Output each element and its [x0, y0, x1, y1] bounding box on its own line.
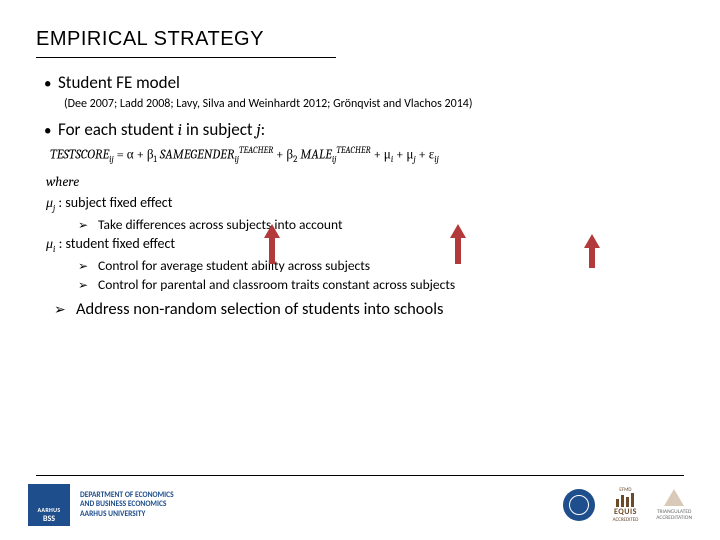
regression-equation: TESTSCOREij = α + β1 SAMEGENDERijTEACHER… [50, 146, 684, 165]
title-underline [36, 57, 336, 58]
chevron-icon: ➢ [78, 259, 98, 274]
emphasis-arrow-1 [262, 222, 282, 266]
chevron-icon: ➢ [78, 218, 98, 233]
footer-divider [36, 475, 684, 476]
accreditation-icon: TRIANGULATEDACCREDITATION [656, 489, 692, 521]
bullet-dot: • [36, 75, 58, 93]
bullet-student-fe: • Student FE model [36, 72, 684, 93]
department-name: DEPARTMENT OF ECONOMICS AND BUSINESS ECO… [80, 491, 174, 519]
emphasis-arrow-2 [448, 222, 468, 266]
chevron-icon: ➢ [78, 278, 98, 293]
bullet-dot: • [36, 122, 58, 140]
mu-j-definition: μj : subject fixed effect [46, 194, 684, 214]
bullet-foreach: • For each student i in subject j: [36, 119, 684, 140]
chevron-icon: ➢ [54, 301, 76, 318]
slide-title: EMPIRICAL STRATEGY [36, 28, 684, 51]
aacsb-badge-icon [563, 489, 595, 521]
slide-footer: AARHUS BSS DEPARTMENT OF ECONOMICS AND B… [28, 484, 692, 526]
bullet-text: For each student i in subject j: [58, 119, 265, 140]
footer-left: AARHUS BSS DEPARTMENT OF ECONOMICS AND B… [28, 484, 174, 526]
equis-logo: EFMD EQUIS ACCREDITED [613, 487, 639, 523]
emphasis-arrow-3 [582, 232, 602, 270]
mu-j-detail: ➢ Take differences across subjects into … [78, 216, 684, 233]
mu-i-detail-2: ➢ Control for parental and classroom tra… [78, 276, 684, 293]
bullet-text: Student FE model [58, 72, 180, 93]
where-label: where [46, 175, 684, 190]
footer-right: EFMD EQUIS ACCREDITED TRIANGULATEDACCRED… [563, 487, 692, 523]
citations: (Dee 2007; Ladd 2008; Lavy, Silva and We… [64, 97, 684, 111]
summary-point: ➢ Address non-random selection of studen… [54, 299, 684, 319]
aarhus-bss-logo: AARHUS BSS [28, 484, 70, 526]
